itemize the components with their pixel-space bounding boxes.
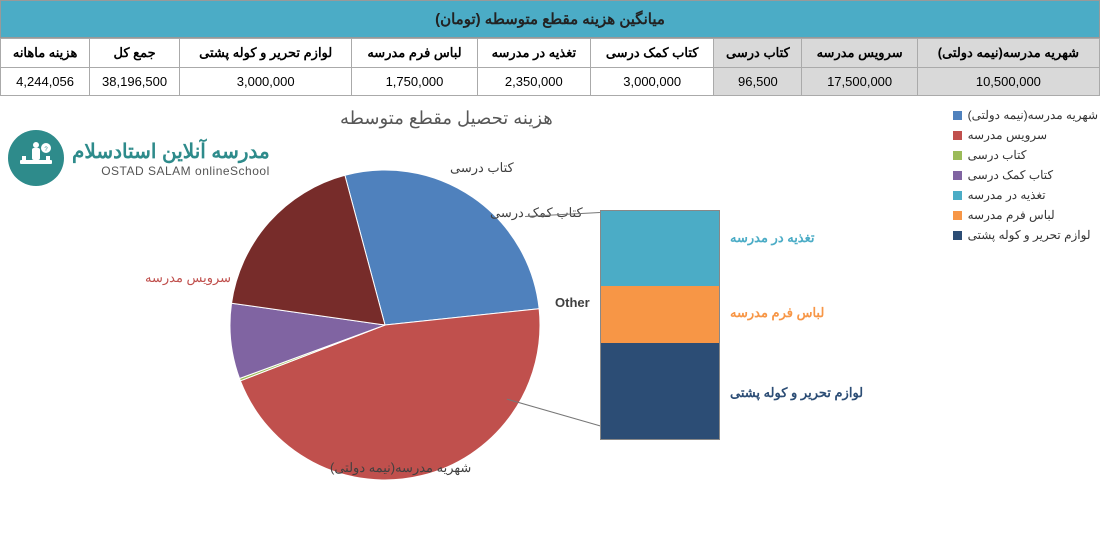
other-seg-label: تغذیه در مدرسه [730,230,815,246]
slice-label: شهریه مدرسه(نیمه دولتی) [330,460,471,476]
col-header: کتاب کمک درسی [591,39,714,68]
legend-swatch [953,111,962,120]
legend-label: لباس فرم مدرسه [968,208,1055,222]
col-header: هزینه ماهانه [1,39,90,68]
legend-swatch [953,131,962,140]
legend-label: تغذیه در مدرسه [968,188,1046,202]
legend-item: سرویس مدرسه [953,128,1098,142]
legend-swatch [953,151,962,160]
other-segment [601,211,719,286]
other-segment [601,286,719,342]
cell: 17,500,000 [802,68,917,96]
legend-label: کتاب کمک درسی [968,168,1054,182]
col-header: کتاب درسی [714,39,802,68]
legend-label: لوازم تحریر و کوله پشتی [968,228,1091,242]
legend-label: شهریه مدرسه(نیمه دولتی) [968,108,1098,122]
legend: شهریه مدرسه(نیمه دولتی) سرویس مدرسه کتاب د… [953,108,1098,248]
legend-swatch [953,211,962,220]
table-row: 10,500,000 17,500,000 96,500 3,000,000 2… [1,68,1100,96]
other-seg-label: لوازم تحریر و کوله پشتی [730,385,863,401]
chart-area: هزینه تحصیل مقطع متوسطه شهریه مدرسه(نیمه… [0,100,1100,548]
cell: 96,500 [714,68,802,96]
cell: 38,196,500 [90,68,180,96]
legend-item: کتاب کمک درسی [953,168,1098,182]
legend-swatch [953,191,962,200]
legend-item: لباس فرم مدرسه [953,208,1098,222]
cell: 3,000,000 [591,68,714,96]
cell: 2,350,000 [477,68,590,96]
legend-item: کتاب درسی [953,148,1098,162]
legend-label: کتاب درسی [968,148,1027,162]
cost-table: شهریه مدرسه(نیمه دولتی) سرویس مدرسه کتاب… [0,38,1100,96]
slice-label: سرویس مدرسه [145,270,231,286]
legend-swatch [953,231,962,240]
cell: 1,750,000 [352,68,477,96]
col-header: سرویس مدرسه [802,39,917,68]
logo-icon: ? [8,130,64,186]
col-header: جمع کل [90,39,180,68]
other-seg-label: لباس فرم مدرسه [730,305,824,321]
col-header: لباس فرم مدرسه [352,39,477,68]
table-title-band: میانگین هزینه مقطع متوسطه (تومان) [0,0,1100,38]
legend-item: لوازم تحریر و کوله پشتی [953,228,1098,242]
legend-item: تغذیه در مدرسه [953,188,1098,202]
legend-swatch [953,171,962,180]
chart-title: هزینه تحصیل مقطع متوسطه [340,108,553,129]
slice-label-other: Other [555,295,590,310]
cell: 10,500,000 [917,68,1099,96]
other-breakout-bar [600,210,720,440]
table-title: میانگین هزینه مقطع متوسطه (تومان) [435,10,665,28]
legend-item: شهریه مدرسه(نیمه دولتی) [953,108,1098,122]
table-header-row: شهریه مدرسه(نیمه دولتی) سرویس مدرسه کتاب… [1,39,1100,68]
cell: 4,244,056 [1,68,90,96]
cell: 3,000,000 [180,68,352,96]
col-header: تغذیه در مدرسه [477,39,590,68]
legend-label: سرویس مدرسه [968,128,1047,142]
other-segment [601,343,719,439]
slice-label: کتاب درسی [450,160,514,176]
col-header: لوازم تحریر و کوله پشتی [180,39,352,68]
col-header: شهریه مدرسه(نیمه دولتی) [917,39,1099,68]
